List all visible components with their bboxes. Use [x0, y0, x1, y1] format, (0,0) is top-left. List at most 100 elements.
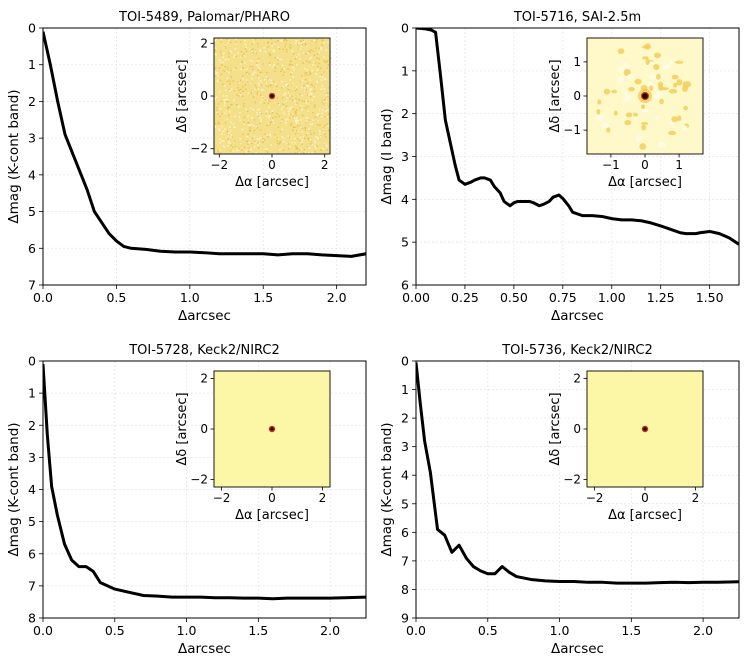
inset-noise-pixel — [224, 146, 226, 148]
inset-noise-pixel — [215, 38, 217, 40]
inset-noise-pixel — [321, 39, 323, 41]
inset-noise-pixel — [316, 124, 319, 126]
inset-noise-pixel — [315, 74, 317, 76]
inset-noise-pixel — [250, 91, 253, 94]
inset-noise-pixel — [308, 128, 310, 130]
inset-noise-pixel — [244, 62, 246, 64]
inset-noise-pixel — [308, 119, 310, 121]
inset-noise-pixel — [318, 130, 321, 132]
inset-speckle — [641, 124, 647, 131]
inset-noise-pixel — [289, 146, 291, 148]
inset-noise-pixel — [289, 91, 291, 93]
inset-noise-pixel — [228, 71, 230, 74]
inset-noise-pixel — [226, 118, 229, 120]
inset-noise-pixel — [270, 144, 272, 146]
inset-noise-pixel — [318, 62, 320, 65]
inset-noise-pixel — [247, 150, 249, 153]
inset-noise-pixel — [229, 83, 231, 85]
inset-noise-pixel — [267, 41, 269, 44]
inset-noise-pixel — [319, 124, 321, 126]
inset-noise-pixel — [265, 110, 268, 112]
inset-noise-pixel — [248, 73, 250, 75]
inset-noise-pixel — [320, 67, 322, 70]
inset-noise-pixel — [307, 137, 309, 139]
inset-noise-pixel — [306, 94, 309, 97]
inset-noise-pixel — [268, 115, 270, 118]
inset-noise-pixel — [291, 71, 293, 74]
y-tick-label: 1 — [401, 63, 409, 78]
inset-speckle — [606, 127, 611, 133]
inset-noise-pixel — [254, 71, 256, 73]
inset-noise-pixel — [256, 92, 259, 95]
inset-x-tick-label: 0 — [268, 491, 276, 505]
inset-noise-pixel — [259, 129, 262, 131]
y-tick-label: 1 — [401, 382, 409, 397]
inset-noise-pixel — [325, 100, 328, 102]
inset-noise-pixel — [252, 96, 255, 98]
inset-noise-pixel — [239, 94, 242, 96]
inset-noise-pixel — [290, 137, 292, 139]
inset-noise-pixel — [311, 69, 314, 72]
inset-noise-pixel — [327, 64, 329, 66]
inset-noise-pixel — [316, 38, 318, 41]
inset-noise-pixel — [251, 77, 253, 80]
inset-noise-pixel — [304, 129, 307, 132]
inset-noise-pixel — [307, 117, 309, 119]
inset-noise-pixel — [292, 113, 294, 115]
inset-noise-pixel — [297, 148, 299, 150]
x-tick-label: 0.5 — [478, 623, 498, 638]
inset-noise-pixel — [277, 126, 280, 128]
inset-noise-pixel — [286, 143, 288, 145]
inset-speckle — [668, 89, 678, 94]
y-tick-label: 0 — [28, 21, 36, 36]
inset-noise-pixel — [226, 131, 228, 134]
plot-frame — [42, 27, 367, 286]
inset-noise-pixel — [282, 74, 284, 76]
inset-noise-pixel — [292, 76, 294, 78]
inset-noise-pixel — [320, 46, 322, 49]
inset-noise-pixel — [239, 93, 241, 96]
inset-noise-pixel — [301, 131, 303, 133]
inset-noise-pixel — [265, 82, 268, 84]
inset-noise-pixel — [294, 42, 297, 45]
inset-noise-pixel — [274, 41, 276, 44]
inset-noise-pixel — [278, 47, 281, 50]
inset-noise-pixel — [313, 106, 316, 108]
inset-noise-pixel — [284, 38, 286, 40]
inset-noise-pixel — [296, 102, 298, 105]
inset-noise-pixel — [271, 66, 274, 68]
inset-noise-pixel — [309, 79, 311, 81]
inset-noise-pixel — [291, 141, 294, 144]
inset-y-tick-label: −2 — [563, 472, 581, 486]
inset-noise-pixel — [223, 47, 226, 49]
inset-noise-pixel — [233, 126, 235, 129]
inset-noise-pixel — [219, 142, 221, 144]
inset-noise-pixel — [301, 114, 304, 117]
inset-noise-pixel — [300, 105, 302, 107]
inset-noise-pixel — [322, 76, 324, 78]
inset-noise-pixel — [313, 140, 316, 142]
inset-y-tick-label: −2 — [190, 142, 208, 156]
inset-noise-pixel — [221, 125, 223, 127]
inset-noise-pixel — [295, 109, 298, 111]
inset-noise-pixel — [317, 65, 319, 68]
inset-x-axis-label: Δα [arcsec] — [608, 175, 682, 190]
inset-noise-pixel — [217, 75, 219, 77]
inset-noise-pixel — [219, 138, 221, 140]
inset-noise-pixel — [254, 119, 256, 121]
inset-noise-pixel — [249, 59, 252, 62]
inset-noise-pixel — [262, 63, 264, 65]
y-tick-label: 4 — [28, 482, 36, 497]
inset-noise-pixel — [319, 76, 321, 78]
inset-x-tick-label: −2 — [213, 491, 231, 505]
inset-noise-pixel — [296, 88, 298, 91]
inset-noise-pixel — [295, 114, 297, 117]
inset-noise-pixel — [311, 99, 313, 101]
inset-noise-pixel — [260, 84, 263, 86]
inset-noise-pixel — [312, 64, 314, 66]
inset-noise-pixel — [288, 110, 290, 112]
inset-noise-pixel — [260, 112, 263, 115]
inset-noise-pixel — [279, 148, 281, 151]
inset-noise-pixel — [226, 94, 228, 97]
inset-noise-pixel — [290, 122, 293, 125]
